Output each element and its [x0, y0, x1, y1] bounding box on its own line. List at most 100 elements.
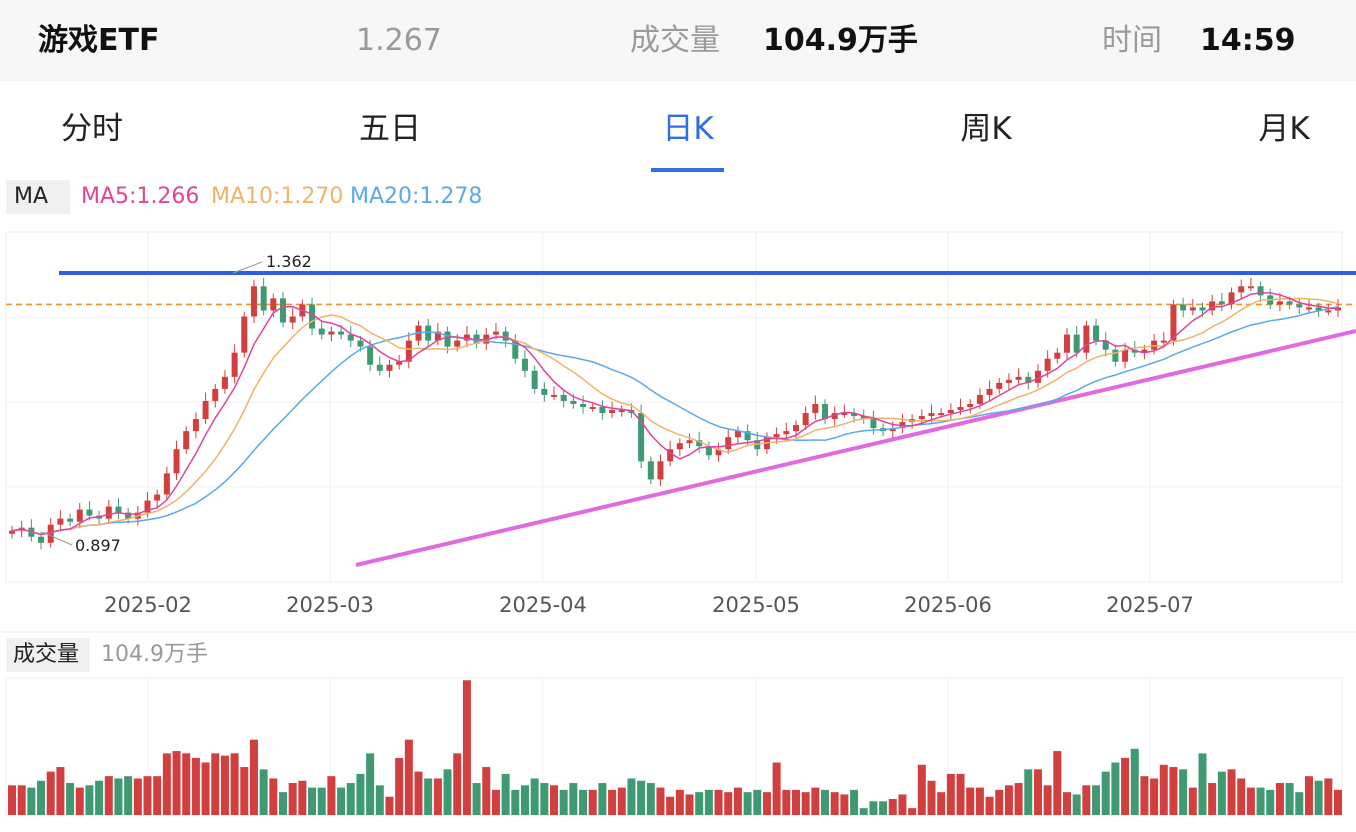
x-tick-label: 2025-02 [104, 593, 192, 617]
volume-bar [404, 739, 413, 815]
volume-bar [424, 778, 433, 815]
candle-body [560, 394, 567, 401]
candle-body [638, 413, 645, 462]
candle-body [792, 425, 799, 432]
candle-body [386, 364, 393, 371]
candle-body [212, 388, 219, 401]
candle-body [463, 334, 470, 341]
candle-body [396, 361, 403, 365]
volume-bar [1140, 776, 1149, 815]
low-pointer [41, 531, 73, 546]
time-value: 14:59 [1200, 23, 1296, 58]
volume-bar [501, 773, 510, 815]
candle-body [667, 449, 674, 462]
candle-body [715, 449, 722, 456]
candle-body [173, 449, 180, 474]
tab-intraday[interactable]: 分时 [61, 111, 123, 147]
volume-bar [782, 789, 791, 815]
candle-body [1112, 349, 1119, 362]
volume-bar [66, 783, 75, 815]
volume-bar [1256, 787, 1265, 815]
candle-body [551, 394, 558, 397]
volume-indicator-badge[interactable]: 成交量 [6, 638, 90, 672]
candle-body [1122, 349, 1129, 362]
volume-bar [453, 753, 462, 815]
x-tick-label: 2025-06 [904, 593, 992, 617]
candlestick-series [9, 277, 1341, 550]
ma20-value: MA20:1.278 [350, 184, 483, 209]
candle-body [851, 413, 858, 417]
tab-five-day[interactable]: 五日 [359, 111, 421, 147]
candle-body [250, 286, 257, 317]
candle-body [541, 388, 548, 395]
volume-bar [598, 783, 607, 815]
volume-bar [1111, 762, 1120, 815]
volume-indicator-value: 104.9万手 [101, 642, 208, 667]
volume-bar [975, 787, 984, 815]
volume-bar [1295, 792, 1304, 815]
volume-bar [308, 787, 317, 815]
candle-body [1083, 325, 1090, 353]
candle-body [192, 419, 199, 432]
volume-bar [917, 764, 926, 815]
volume-bar [1072, 794, 1081, 815]
candle-body [647, 461, 654, 480]
candle-body [1025, 376, 1032, 383]
candle-body [589, 407, 596, 409]
volume-bar [201, 762, 210, 815]
candle-body [405, 340, 412, 362]
volume-bar [249, 739, 258, 815]
volume-bar [569, 783, 578, 815]
volume-bar [1130, 748, 1139, 815]
candle-body [241, 316, 248, 353]
volume-bar [1275, 783, 1284, 815]
reference-lines [6, 271, 1356, 567]
volume-bar [714, 789, 723, 815]
candle-body [725, 437, 732, 450]
ma-indicator-badge[interactable]: MA [6, 180, 70, 214]
volume-bar [1101, 771, 1110, 815]
candle-body [521, 358, 528, 371]
candle-body [938, 413, 945, 416]
volume-bar [288, 783, 297, 815]
candle-body [599, 407, 606, 414]
volume-bar [8, 785, 16, 815]
candle-body [289, 316, 296, 323]
candle-body [531, 370, 538, 389]
volume-bar [927, 780, 936, 815]
tab-daily-k[interactable]: 日K [662, 111, 714, 147]
volume-bar [1062, 792, 1071, 815]
support-trendline [355, 329, 1356, 567]
chart-grid [0, 231, 1356, 816]
volume-bar [1053, 751, 1062, 815]
volume-bar [17, 785, 26, 815]
volume-bar [395, 757, 404, 815]
candle-body [1247, 286, 1254, 289]
security-name: 游戏ETF [38, 23, 160, 58]
volume-bar [1169, 767, 1178, 815]
candle-body [1170, 304, 1177, 341]
candle-body [783, 431, 790, 435]
volume-bars [8, 680, 1342, 815]
volume-bar [772, 762, 781, 815]
candle-body [105, 506, 112, 519]
candle-body [347, 334, 354, 341]
candle-body [1325, 310, 1332, 313]
volume-bar [888, 799, 897, 815]
candle-body [696, 440, 703, 447]
candle-body [1199, 307, 1206, 311]
candle-body [86, 509, 93, 516]
last-price: 1.267 [356, 23, 442, 58]
candle-body [744, 431, 751, 441]
candle-body [1180, 304, 1187, 311]
tab-weekly-k[interactable]: 周K [960, 111, 1012, 147]
volume-bar [1188, 787, 1197, 815]
candle-body [125, 512, 132, 519]
volume-bar [327, 776, 336, 815]
candle-body [231, 352, 238, 377]
volume-bar [1266, 789, 1275, 815]
volume-bar [859, 808, 868, 815]
tab-monthly-k[interactable]: 月K [1258, 111, 1310, 147]
volume-bar [37, 780, 46, 815]
